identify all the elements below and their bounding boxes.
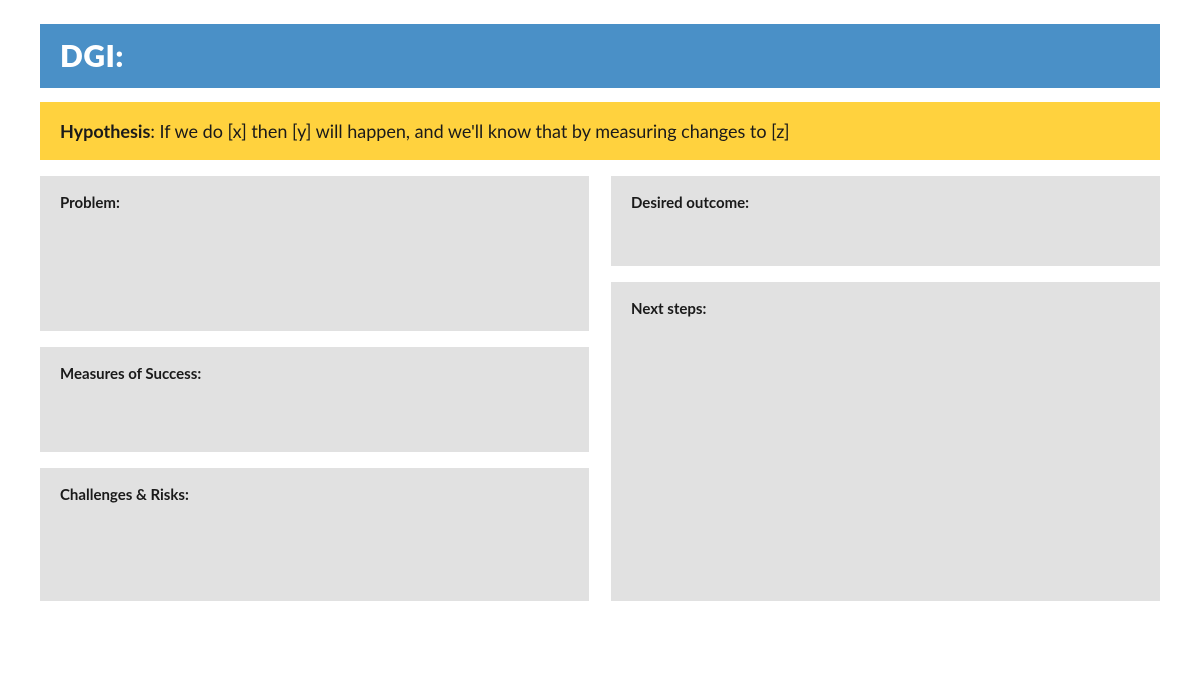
hypothesis-label: Hypothesis [60, 120, 150, 142]
card-desired-label: Desired outcome: [631, 194, 1140, 212]
hypothesis-text: Hypothesis: If we do [x] then [y] will h… [60, 120, 1140, 142]
hypothesis-bar: Hypothesis: If we do [x] then [y] will h… [40, 102, 1160, 160]
card-desired: Desired outcome: [611, 176, 1160, 266]
card-problem: Problem: [40, 176, 589, 331]
card-grid: Problem: Measures of Success: Challenges… [40, 176, 1160, 601]
card-measures: Measures of Success: [40, 347, 589, 452]
page-title: DGI: [60, 38, 1140, 74]
header-bar: DGI: [40, 24, 1160, 88]
card-next: Next steps: [611, 282, 1160, 601]
hypothesis-body: : If we do [x] then [y] will happen, and… [150, 120, 789, 142]
card-measures-label: Measures of Success: [60, 365, 569, 383]
card-next-label: Next steps: [631, 300, 1140, 318]
card-challenges-label: Challenges & Risks: [60, 486, 569, 504]
card-problem-label: Problem: [60, 194, 569, 212]
card-challenges: Challenges & Risks: [40, 468, 589, 601]
